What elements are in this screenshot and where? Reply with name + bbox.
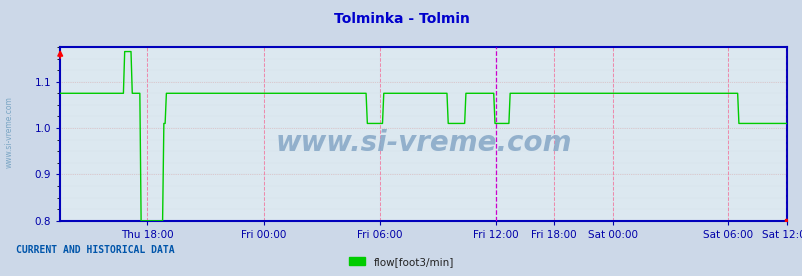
Legend: flow[foot3/min]: flow[foot3/min]: [345, 253, 457, 271]
Text: www.si-vreme.com: www.si-vreme.com: [275, 129, 571, 156]
Text: Tolminka - Tolmin: Tolminka - Tolmin: [333, 12, 469, 26]
Text: CURRENT AND HISTORICAL DATA: CURRENT AND HISTORICAL DATA: [16, 245, 175, 254]
Text: www.si-vreme.com: www.si-vreme.com: [5, 97, 14, 168]
